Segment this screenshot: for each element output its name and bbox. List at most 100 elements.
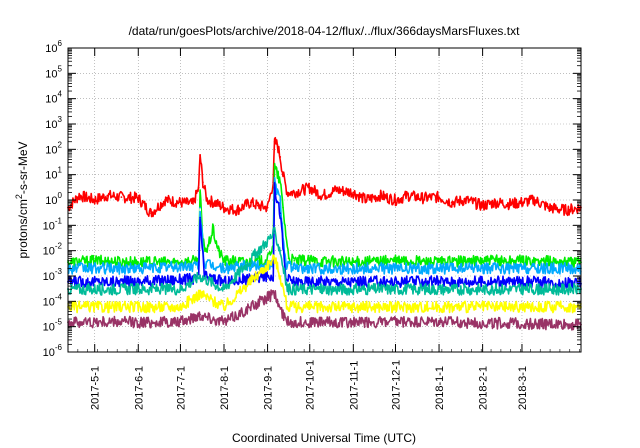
series-point bbox=[438, 267, 440, 270]
series-point bbox=[211, 228, 214, 231]
y-tick-label: 10-4 bbox=[43, 292, 63, 308]
series-group bbox=[67, 136, 582, 331]
series-point bbox=[379, 194, 381, 197]
series-point bbox=[106, 194, 109, 197]
series-point bbox=[521, 267, 523, 270]
series-point bbox=[421, 197, 424, 199]
series-point bbox=[293, 270, 296, 273]
y-axis-title: protons/cm2-s-sr-MeV bbox=[14, 141, 30, 258]
x-tick-label: 2017-9-1 bbox=[263, 366, 275, 410]
series-point bbox=[521, 201, 523, 204]
series-point bbox=[438, 306, 440, 308]
y-axis-title-sup: 2 bbox=[14, 194, 24, 199]
series-line bbox=[67, 176, 582, 275]
series-point bbox=[202, 181, 204, 184]
series-point bbox=[192, 203, 194, 205]
series-point bbox=[179, 306, 182, 308]
series-point bbox=[394, 259, 397, 262]
series-point bbox=[286, 191, 289, 194]
series-point bbox=[438, 261, 440, 264]
series-point bbox=[282, 173, 284, 176]
series-point bbox=[279, 212, 282, 215]
series-point bbox=[394, 199, 397, 201]
series-point bbox=[223, 259, 225, 262]
series-point bbox=[365, 199, 367, 201]
y-axis-title-rest: -s-sr-MeV bbox=[16, 141, 30, 194]
x-tick-label: 2017-8-1 bbox=[219, 366, 231, 410]
series-point bbox=[287, 257, 290, 260]
chart-title: /data/run/goesPlots/archive/2018-04-12/f… bbox=[129, 24, 521, 38]
series-point bbox=[464, 199, 467, 201]
series-point bbox=[93, 199, 96, 201]
y-tick-label: 10-6 bbox=[43, 343, 63, 359]
series-point bbox=[293, 191, 296, 194]
series bbox=[67, 162, 582, 269]
x-tick-label: 2017-6-1 bbox=[133, 366, 145, 410]
series-point bbox=[120, 196, 123, 199]
series-point bbox=[276, 173, 279, 176]
series-point bbox=[206, 199, 209, 201]
series-point bbox=[438, 288, 440, 291]
series bbox=[67, 136, 582, 218]
series-line bbox=[67, 162, 582, 269]
y-tick-label: 105 bbox=[45, 64, 62, 80]
series-line bbox=[67, 226, 582, 296]
series-point bbox=[450, 201, 453, 204]
series-point bbox=[321, 194, 324, 197]
series-point bbox=[164, 199, 166, 201]
series-point bbox=[137, 267, 140, 270]
series-point bbox=[213, 201, 216, 204]
series-point bbox=[286, 288, 289, 291]
series-point bbox=[521, 280, 523, 283]
series-point bbox=[273, 257, 276, 260]
x-tick-label: 2017-7-1 bbox=[175, 366, 187, 410]
series-point bbox=[286, 321, 289, 324]
series-point bbox=[521, 270, 523, 273]
y-tick-label: 102 bbox=[45, 140, 62, 156]
series-point bbox=[279, 156, 282, 158]
y-tick-label: 10-3 bbox=[43, 267, 63, 283]
series-point bbox=[521, 259, 523, 262]
series-point bbox=[279, 199, 282, 201]
series-point bbox=[352, 306, 355, 308]
series-point bbox=[279, 249, 282, 252]
y-tick-label: 100 bbox=[45, 191, 62, 207]
series-point bbox=[199, 216, 202, 219]
series-point bbox=[273, 292, 276, 295]
series-point bbox=[223, 306, 225, 308]
series-point bbox=[508, 203, 511, 205]
series-point bbox=[308, 259, 311, 262]
series-point bbox=[217, 249, 220, 252]
series-point bbox=[256, 204, 259, 207]
series-point bbox=[137, 261, 140, 264]
series-point bbox=[78, 194, 81, 197]
series-point bbox=[335, 189, 338, 191]
series-point bbox=[179, 288, 182, 291]
series-line bbox=[67, 254, 582, 314]
series-point bbox=[533, 199, 536, 201]
series-point bbox=[249, 201, 252, 204]
series-point bbox=[179, 321, 182, 324]
series-point bbox=[494, 201, 497, 204]
series-point bbox=[286, 306, 289, 308]
x-tick-label: 2017-11-1 bbox=[348, 361, 360, 410]
series-point bbox=[438, 196, 440, 199]
series-point bbox=[352, 321, 355, 324]
series-point bbox=[273, 232, 276, 234]
x-tick-label: 2018-2-1 bbox=[478, 366, 490, 410]
series-point bbox=[223, 280, 225, 283]
series-point bbox=[223, 288, 225, 291]
series-point bbox=[273, 187, 276, 189]
series-point bbox=[293, 259, 296, 262]
x-tick-label: 2017-12-1 bbox=[390, 360, 402, 410]
series-point bbox=[282, 206, 284, 209]
series-point bbox=[407, 194, 410, 197]
series-point bbox=[352, 288, 355, 291]
series-point bbox=[223, 206, 225, 209]
series-point bbox=[199, 275, 202, 277]
y-tick-label: 10-2 bbox=[43, 242, 63, 258]
series-point bbox=[481, 204, 484, 207]
series-point bbox=[272, 275, 275, 277]
series-point bbox=[438, 280, 440, 283]
